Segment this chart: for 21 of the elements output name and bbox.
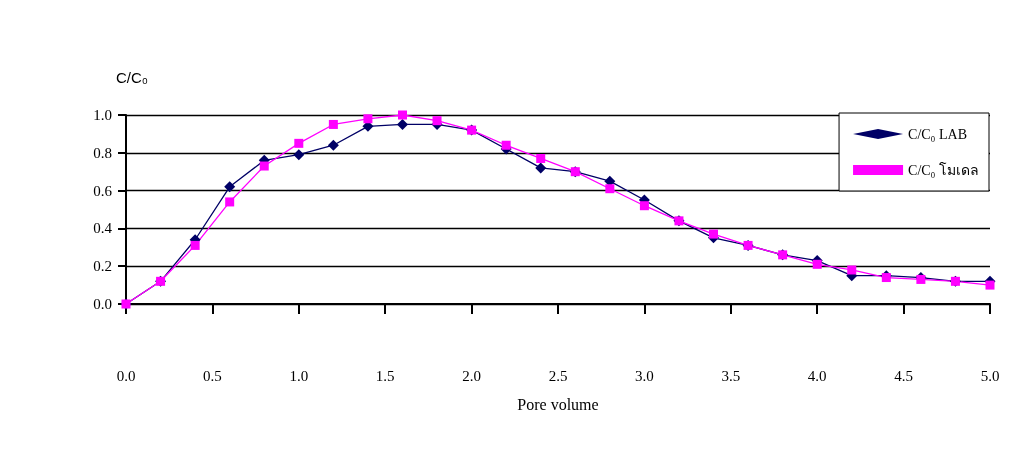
y-tick-label: 0.2 (93, 258, 112, 275)
y-tick-label: 0.8 (93, 144, 112, 161)
x-tick-label: 0.5 (203, 367, 222, 384)
legend-label: C/C₀ LAB (908, 126, 968, 142)
x-tick-label: 4.5 (894, 367, 913, 384)
x-tick-label: 4.0 (807, 367, 827, 384)
x-axis-title: Pore volume (517, 395, 599, 413)
y-tick-label: 0.0 (93, 296, 112, 312)
y-tick-label: 0.4 (93, 220, 113, 237)
y-axis-title: C/C₀ (116, 69, 149, 86)
x-tick-label: 5.0 (980, 367, 1000, 384)
x-tick-label: 0.0 (116, 367, 136, 384)
legend-label: C/C₀ โมเดล (908, 161, 980, 178)
x-tick-label: 1.0 (289, 367, 309, 384)
y-tick-label: 1.0 (93, 107, 112, 123)
x-tick-label: 2.0 (462, 367, 481, 384)
x-tick-label: 1.5 (375, 367, 395, 384)
x-tick-label: 2.5 (548, 367, 568, 384)
y-tick-label: 0.6 (93, 182, 113, 199)
x-tick-label: 3.0 (635, 367, 654, 384)
x-tick-label: 3.5 (721, 367, 741, 384)
